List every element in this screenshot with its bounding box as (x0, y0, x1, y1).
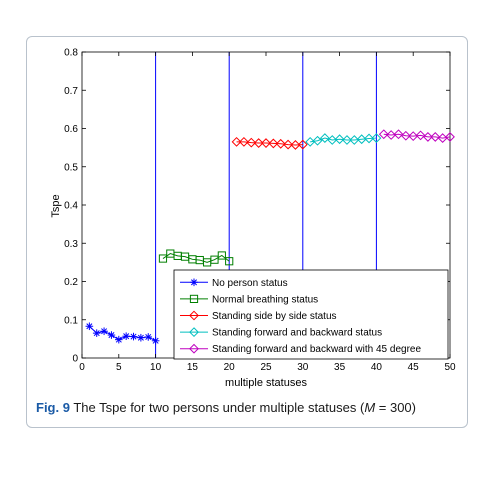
x-tick-label: 35 (334, 362, 346, 373)
legend-marker (190, 278, 198, 287)
x-tick-label: 50 (444, 362, 456, 373)
x-tick-label: 40 (371, 362, 383, 373)
y-tick-label: 0.4 (64, 201, 78, 212)
caption-label: Fig. 9 (36, 400, 70, 415)
data-point-series-4 (371, 133, 382, 143)
data-point-series-5 (393, 129, 404, 140)
caption-text: The Tspe for two persons under multiple … (73, 400, 365, 415)
data-point-series-5 (445, 132, 455, 142)
data-point-series-1 (115, 335, 123, 344)
data-point-series-3 (261, 138, 271, 148)
data-point-series-4 (349, 135, 360, 145)
data-point-series-2 (210, 255, 219, 264)
legend-entry: Standing forward and backward status (180, 327, 382, 339)
legend-entry: Standing side by side status (180, 310, 337, 322)
data-point-series-1 (137, 333, 145, 342)
data-point-series-4 (342, 135, 352, 145)
y-tick-label: 0.8 (64, 48, 78, 59)
y-tick-label: 0.1 (64, 315, 78, 326)
x-tick-label: 45 (408, 362, 420, 373)
data-point-series-4 (312, 135, 323, 146)
figure-caption: Fig. 9 The Tspe for two persons under mu… (36, 400, 466, 415)
data-point-series-5 (430, 132, 441, 142)
data-point-series-3 (275, 138, 286, 149)
legend-marker (189, 327, 199, 338)
data-point-series-5 (408, 131, 419, 142)
x-axis-label: multiple statuses (225, 377, 307, 389)
legend-label: Standing side by side status (212, 311, 337, 322)
legend-entry: Standing forward and backward with 45 de… (180, 343, 421, 355)
data-point-series-5 (423, 132, 433, 142)
caption-symbol: M (364, 400, 376, 415)
data-point-series-3 (231, 136, 242, 147)
data-point-series-5 (400, 130, 411, 141)
legend-marker (189, 343, 199, 354)
data-point-series-4 (319, 133, 330, 143)
legend-label: Normal breathing status (212, 294, 318, 305)
data-point-series-4 (327, 135, 338, 145)
legend-label: No person status (212, 278, 288, 289)
data-point-series-5 (378, 129, 389, 140)
legend-entry: No person status (180, 278, 288, 289)
data-point-series-4 (334, 134, 345, 145)
data-point-series-2 (217, 251, 226, 260)
data-point-series-1 (92, 329, 101, 337)
data-point-series-1 (85, 322, 94, 331)
data-point-series-5 (386, 130, 397, 140)
legend-box (173, 269, 449, 360)
data-point-series-3 (268, 138, 279, 149)
y-tick-label: 0.5 (64, 162, 78, 173)
data-point-series-3 (239, 136, 249, 147)
x-tick-label: 25 (260, 362, 272, 373)
y-tick-label: 0 (72, 354, 78, 365)
y-tick-label: 0.2 (64, 277, 78, 288)
data-point-series-2 (225, 257, 234, 266)
x-tick-label: 30 (297, 362, 309, 373)
data-point-series-3 (246, 137, 257, 148)
x-tick-label: 0 (79, 362, 85, 373)
legend-marker (189, 294, 199, 303)
data-point-series-4 (356, 134, 367, 145)
data-point-series-1 (107, 331, 116, 339)
legend-entry: Normal breathing status (180, 294, 318, 305)
data-point-series-1 (100, 327, 108, 336)
data-point-series-4 (364, 133, 374, 144)
data-point-series-3 (297, 139, 308, 150)
y-axis-label: Tspe (50, 194, 62, 217)
figure-frame (26, 36, 468, 428)
data-point-series-3 (290, 140, 301, 150)
data-point-series-2 (158, 254, 168, 263)
legend-label: Standing forward and backward with 45 de… (212, 344, 421, 355)
x-tick-label: 10 (150, 362, 162, 373)
x-tick-label: 15 (187, 362, 199, 373)
data-point-series-1 (129, 332, 138, 341)
legend-label: Standing forward and backward status (212, 328, 382, 339)
data-point-series-1 (151, 336, 160, 345)
y-tick-label: 0.7 (64, 86, 78, 97)
x-tick-label: 20 (224, 362, 236, 373)
legend-marker (189, 310, 199, 321)
data-point-series-1 (122, 332, 130, 340)
data-point-series-5 (415, 130, 426, 141)
caption-text-after: = 300) (375, 400, 416, 415)
data-point-series-3 (253, 138, 264, 148)
x-tick-label: 5 (116, 362, 122, 373)
data-point-series-3 (283, 139, 293, 150)
y-tick-label: 0.3 (64, 239, 78, 250)
data-point-series-1 (144, 333, 153, 341)
y-tick-label: 0.6 (64, 124, 78, 135)
